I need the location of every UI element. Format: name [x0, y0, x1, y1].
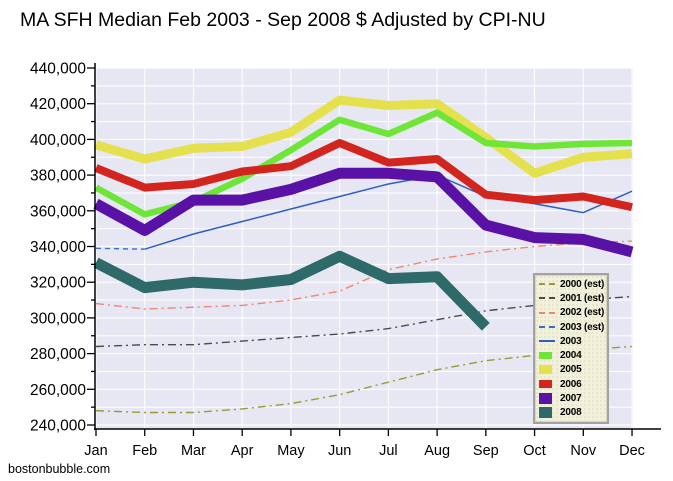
legend-sample-2001-est [539, 297, 556, 300]
legend-item-label: 2000 (est) [560, 278, 605, 290]
legend-item-2001-est: 2001 (est) [539, 292, 606, 305]
legend: 2000 (est) 2001 (est) 2002 (est) 2003 (est)… [533, 273, 609, 424]
y-tick-label: 320,000 [30, 275, 86, 292]
legend-item-2005: 2005 [539, 363, 606, 376]
watermark: bostonbubble.com [8, 462, 111, 476]
legend-mark-2003 [539, 340, 555, 343]
legend-item-2004: 2004 [539, 349, 606, 362]
y-tick-label: 440,000 [30, 61, 86, 78]
legend-mark-2003-est [539, 326, 555, 329]
legend-sample-2000-est [539, 283, 556, 286]
legend-item-label: 2003 (est) [560, 321, 605, 333]
legend-sample-2005 [539, 365, 556, 375]
x-tick-label: Jul [379, 443, 398, 459]
y-tick-label: 360,000 [30, 203, 86, 220]
legend-item-2003-est: 2003 (est) [539, 321, 606, 334]
legend-item-2007: 2007 [539, 392, 606, 405]
legend-item-label: 2004 [560, 350, 582, 362]
legend-sample-2003-est [539, 326, 556, 329]
legend-mark-2004 [539, 352, 552, 360]
x-tick-label: Feb [132, 443, 157, 459]
series-2005 [94, 95, 633, 178]
legend-item-2008: 2008 [539, 406, 606, 419]
x-tick-label: Sep [473, 443, 499, 459]
series-2006 [94, 139, 633, 212]
legend-mark-2001-est [539, 297, 555, 300]
legend-mark-2006 [539, 380, 552, 389]
y-tick-label: 240,000 [30, 418, 86, 435]
legend-item-2000-est: 2000 (est) [539, 278, 606, 291]
x-tick-label: Nov [570, 443, 597, 459]
y-tick-label: 420,000 [30, 96, 86, 113]
legend-item-label: 2007 [560, 393, 582, 405]
legend-item-2002-est: 2002 (est) [539, 306, 606, 319]
y-tick-label: 340,000 [30, 239, 86, 256]
legend-mark-2008 [539, 407, 552, 419]
legend-mark-2002-est [539, 311, 555, 314]
x-tick-label: Jan [84, 443, 107, 459]
legend-item-label: 2001 (est) [560, 292, 605, 304]
x-tick-label: May [277, 443, 305, 459]
series-2007 [93, 167, 634, 258]
legend-sample-2004 [539, 352, 556, 360]
legend-item-label: 2006 [560, 378, 582, 390]
legend-item-label: 2002 (est) [560, 307, 605, 319]
series-2003-est [95, 247, 145, 250]
legend-mark-2007 [539, 393, 552, 405]
legend-mark-2005 [539, 365, 552, 375]
legend-sample-2006 [539, 380, 556, 389]
chart-title: MA SFH Median Feb 2003 - Sep 2008 $ Adju… [20, 9, 546, 31]
series-2003 [144, 174, 633, 250]
series-2008 [93, 250, 490, 331]
legend-item-2003: 2003 [539, 335, 606, 348]
legend-mark-2000-est [539, 283, 555, 286]
y-tick-label: 280,000 [30, 346, 86, 363]
series-2002-est [95, 240, 633, 310]
legend-item-label: 2003 [560, 335, 582, 347]
y-tick-label: 300,000 [30, 310, 86, 327]
y-tick-label: 260,000 [30, 382, 86, 399]
x-tick-label: Dec [619, 443, 645, 459]
legend-sample-2003 [539, 340, 556, 343]
x-tick-label: Mar [181, 443, 206, 459]
legend-item-label: 2005 [560, 364, 582, 376]
legend-item-label: 2008 [560, 407, 582, 419]
x-tick-label: Jun [328, 443, 351, 459]
x-tick-label: Aug [424, 443, 450, 459]
legend-sample-2008 [539, 407, 556, 419]
x-tick-label: Oct [523, 443, 546, 459]
y-tick-label: 380,000 [30, 168, 86, 185]
x-tick-label: Apr [231, 443, 254, 459]
y-tick-label: 400,000 [30, 132, 86, 149]
legend-sample-2007 [539, 393, 556, 405]
legend-item-2006: 2006 [539, 378, 606, 391]
legend-sample-2002-est [539, 311, 556, 314]
